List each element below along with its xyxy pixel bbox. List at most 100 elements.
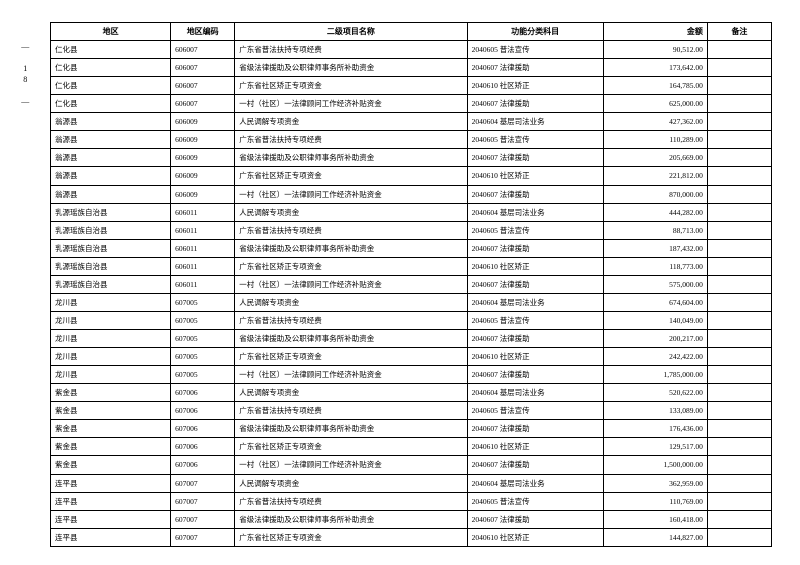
table-cell: 606009 [171, 113, 235, 131]
table-cell: 2040605 普法宣传 [467, 311, 603, 329]
table-cell: 160,418.00 [603, 510, 707, 528]
table-cell: 2040604 基层司法业务 [467, 474, 603, 492]
table-cell: 200,217.00 [603, 330, 707, 348]
table-cell: 紫金县 [51, 456, 171, 474]
table-cell: 2040607 法律援助 [467, 275, 603, 293]
table-row: 仁化县606007广东省普法扶持专项经费2040605 普法宣传90,512.0… [51, 41, 772, 59]
table-cell: 427,362.00 [603, 113, 707, 131]
table-cell: 广东省普法扶持专项经费 [235, 41, 467, 59]
table-cell: 575,000.00 [603, 275, 707, 293]
table-cell: 紫金县 [51, 420, 171, 438]
table-cell: 187,432.00 [603, 239, 707, 257]
table-cell: 广东省普法扶持专项经费 [235, 221, 467, 239]
table-row: 连平县607007广东省社区矫正专项资金2040610 社区矫正144,827.… [51, 528, 772, 546]
table-cell: 205,669.00 [603, 149, 707, 167]
table-cell: 607005 [171, 293, 235, 311]
table-cell [707, 149, 771, 167]
table-cell [707, 203, 771, 221]
table-row: 紫金县607006广东省普法扶持专项经费2040605 普法宣传133,089.… [51, 402, 772, 420]
table-cell: 省级法律援助及公职律师事务所补助资金 [235, 330, 467, 348]
table-cell: 龙川县 [51, 348, 171, 366]
table-body: 仁化县606007广东省普法扶持专项经费2040605 普法宣传90,512.0… [51, 41, 772, 547]
table-row: 乳源瑶族自治县606011一村（社区）一法律顾问工作经济补贴资金2040607 … [51, 275, 772, 293]
table-cell: 362,959.00 [603, 474, 707, 492]
table-cell [707, 113, 771, 131]
table-cell: 广东省社区矫正专项资金 [235, 77, 467, 95]
table-cell: 龙川县 [51, 311, 171, 329]
table-cell: 164,785.00 [603, 77, 707, 95]
table-row: 龙川县607005人民调解专项资金2040604 基层司法业务674,604.0… [51, 293, 772, 311]
table-cell: 省级法律援助及公职律师事务所补助资金 [235, 149, 467, 167]
table-cell: 一村（社区）一法律顾问工作经济补贴资金 [235, 95, 467, 113]
table-cell: 广东省社区矫正专项资金 [235, 348, 467, 366]
table-cell: 广东省社区矫正专项资金 [235, 528, 467, 546]
table-cell: 2040607 法律援助 [467, 59, 603, 77]
table-cell [707, 77, 771, 95]
table-cell: 乳源瑶族自治县 [51, 257, 171, 275]
table-cell: 2040605 普法宣传 [467, 402, 603, 420]
table-cell [707, 492, 771, 510]
table-cell: 607005 [171, 366, 235, 384]
table-cell: 广东省社区矫正专项资金 [235, 257, 467, 275]
table-cell: 仁化县 [51, 59, 171, 77]
table-row: 仁化县606007省级法律援助及公职律师事务所补助资金2040607 法律援助1… [51, 59, 772, 77]
table-row: 翁源县606009省级法律援助及公职律师事务所补助资金2040607 法律援助2… [51, 149, 772, 167]
table-cell: 乳源瑶族自治县 [51, 203, 171, 221]
table-row: 龙川县607005广东省社区矫正专项资金2040610 社区矫正242,422.… [51, 348, 772, 366]
table-cell [707, 95, 771, 113]
table-cell [707, 239, 771, 257]
table-cell: 乳源瑶族自治县 [51, 239, 171, 257]
table-cell: 118,773.00 [603, 257, 707, 275]
data-table: 地区 地区编码 二级项目名称 功能分类科目 金额 备注 仁化县606007广东省… [50, 22, 772, 547]
table-row: 乳源瑶族自治县606011人民调解专项资金2040604 基层司法业务444,2… [51, 203, 772, 221]
table-cell [707, 311, 771, 329]
table-cell: 176,436.00 [603, 420, 707, 438]
table-cell: 606011 [171, 221, 235, 239]
table-cell: 110,769.00 [603, 492, 707, 510]
table-cell [707, 348, 771, 366]
table-cell: 2040607 法律援助 [467, 239, 603, 257]
table-cell: 2040610 社区矫正 [467, 438, 603, 456]
col-header-note: 备注 [707, 23, 771, 41]
table-cell: 一村（社区）一法律顾问工作经济补贴资金 [235, 185, 467, 203]
table-cell: 仁化县 [51, 41, 171, 59]
table-cell: 人民调解专项资金 [235, 474, 467, 492]
table-cell [707, 402, 771, 420]
table-cell: 2040605 普法宣传 [467, 492, 603, 510]
col-header-project: 二级项目名称 [235, 23, 467, 41]
table-cell: 607006 [171, 384, 235, 402]
table-cell: 606007 [171, 77, 235, 95]
table-cell: 翁源县 [51, 167, 171, 185]
table-cell: 2040607 法律援助 [467, 95, 603, 113]
table-cell: 人民调解专项资金 [235, 293, 467, 311]
table-row: 紫金县607006一村（社区）一法律顾问工作经济补贴资金2040607 法律援助… [51, 456, 772, 474]
table-cell: 省级法律援助及公职律师事务所补助资金 [235, 59, 467, 77]
table-cell: 紫金县 [51, 384, 171, 402]
table-cell [707, 59, 771, 77]
col-header-amount: 金额 [603, 23, 707, 41]
table-cell: 674,604.00 [603, 293, 707, 311]
table-cell: 173,642.00 [603, 59, 707, 77]
table-cell: 607005 [171, 311, 235, 329]
table-cell: 2040610 社区矫正 [467, 257, 603, 275]
table-cell: 90,512.00 [603, 41, 707, 59]
table-cell: 广东省普法扶持专项经费 [235, 492, 467, 510]
data-table-container: 地区 地区编码 二级项目名称 功能分类科目 金额 备注 仁化县606007广东省… [50, 22, 772, 547]
table-cell: 2040605 普法宣传 [467, 221, 603, 239]
table-cell: 2040610 社区矫正 [467, 77, 603, 95]
table-cell: 一村（社区）一法律顾问工作经济补贴资金 [235, 456, 467, 474]
table-cell: 2040607 法律援助 [467, 420, 603, 438]
table-cell: 紫金县 [51, 438, 171, 456]
table-cell: 607007 [171, 474, 235, 492]
table-cell: 龙川县 [51, 293, 171, 311]
table-cell: 人民调解专项资金 [235, 113, 467, 131]
table-cell: 翁源县 [51, 113, 171, 131]
table-cell [707, 330, 771, 348]
table-cell: 龙川县 [51, 366, 171, 384]
table-cell [707, 456, 771, 474]
table-cell: 2040605 普法宣传 [467, 131, 603, 149]
table-cell: 2040605 普法宣传 [467, 41, 603, 59]
table-cell: 2040604 基层司法业务 [467, 113, 603, 131]
table-cell: 乳源瑶族自治县 [51, 221, 171, 239]
table-cell: 88,713.00 [603, 221, 707, 239]
